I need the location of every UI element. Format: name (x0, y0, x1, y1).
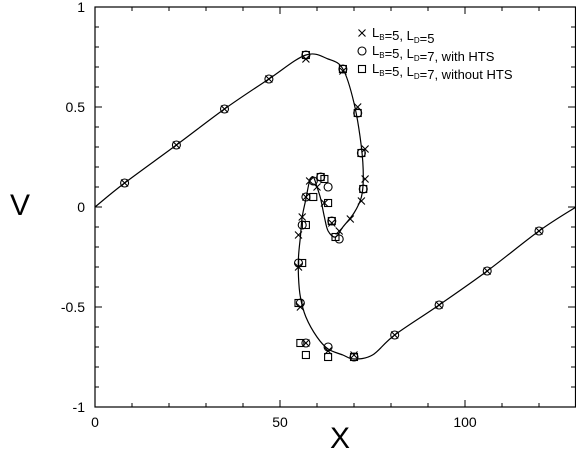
data-point-square (298, 258, 307, 268)
y-tick-label: 0 (77, 199, 85, 215)
data-point-x (357, 197, 366, 205)
data-point-x (172, 141, 181, 149)
data-point-circle (120, 178, 130, 188)
data-point-square (349, 352, 359, 362)
data-point-square (338, 64, 347, 74)
x-tick-label: 0 (91, 414, 99, 430)
legend-item: LB=5, LD=7, without HTS (357, 61, 513, 82)
data-point-x (435, 301, 443, 309)
data-point-circle (264, 74, 274, 84)
data-point-x (298, 213, 307, 221)
data-point-circle (349, 352, 359, 362)
legend-marker-circle (357, 46, 367, 56)
data-point-circle (301, 338, 311, 348)
data-point-circle (353, 108, 363, 118)
data-point-circle (390, 330, 400, 340)
data-point-square (301, 350, 310, 360)
data-point-x (483, 267, 492, 275)
series-3 (294, 50, 368, 362)
data-point-square (357, 148, 366, 158)
data-point-x (120, 179, 129, 187)
data-point-circle (323, 182, 333, 192)
data-point-circle (171, 140, 181, 150)
axis-ticks (94, 6, 576, 408)
data-point-square (301, 220, 310, 230)
data-point-x (294, 231, 303, 239)
data-point-square (331, 232, 340, 242)
data-point-circle (534, 226, 544, 236)
legend-item: LB=5, LD=5 (358, 25, 434, 46)
y-tick-label: 0.5 (66, 99, 86, 115)
legend-item: LB=5, LD=7, with HTS (357, 43, 495, 64)
model-curve (94, 53, 576, 360)
data-point-square (294, 298, 303, 308)
data-point-circle (482, 266, 492, 276)
data-point-x (390, 331, 399, 339)
data-point-x (361, 175, 369, 183)
data-point-square (359, 184, 368, 194)
data-point-circle (327, 216, 337, 226)
data-markers (120, 50, 544, 362)
legend-marker-x (358, 29, 366, 37)
data-point-square (324, 198, 333, 208)
data-point-circle (434, 300, 444, 310)
data-point-circle (295, 298, 305, 308)
axis-tick-labels: 0 50 100 -1 -0.5 0 0.5 1 (61, 0, 477, 430)
data-point-x (535, 227, 543, 235)
data-point-circle (219, 104, 230, 114)
data-point-square (316, 172, 325, 182)
data-point-x (265, 75, 273, 83)
y-tick-label: 1 (77, 0, 85, 15)
data-point-x (339, 67, 347, 75)
data-point-square (327, 216, 336, 226)
legend-label: LB=5, LD=7, with HTS (372, 43, 495, 64)
legend-label: LB=5, LD=7, without HTS (372, 61, 513, 82)
series-1 (120, 55, 543, 359)
data-point-x (302, 193, 310, 201)
data-point-x (346, 215, 355, 223)
data-point-square (309, 192, 318, 202)
legend-marker-square (357, 64, 367, 74)
data-point-square (324, 352, 333, 362)
data-point-x (327, 219, 336, 227)
data-point-circle (323, 342, 333, 352)
y-tick-label: -0.5 (61, 299, 85, 315)
data-point-square (296, 338, 305, 348)
x-tick-label: 100 (453, 414, 477, 430)
x-axis-label: X (330, 422, 350, 453)
data-point-square (353, 108, 362, 118)
legend-label: LB=5, LD=5 (372, 25, 434, 46)
data-point-square (301, 50, 310, 60)
y-tick-label: -1 (73, 399, 86, 415)
y-axis-label: V (10, 189, 30, 222)
data-point-x (350, 351, 358, 359)
x-tick-label: 50 (272, 414, 288, 430)
data-point-x (220, 105, 229, 113)
